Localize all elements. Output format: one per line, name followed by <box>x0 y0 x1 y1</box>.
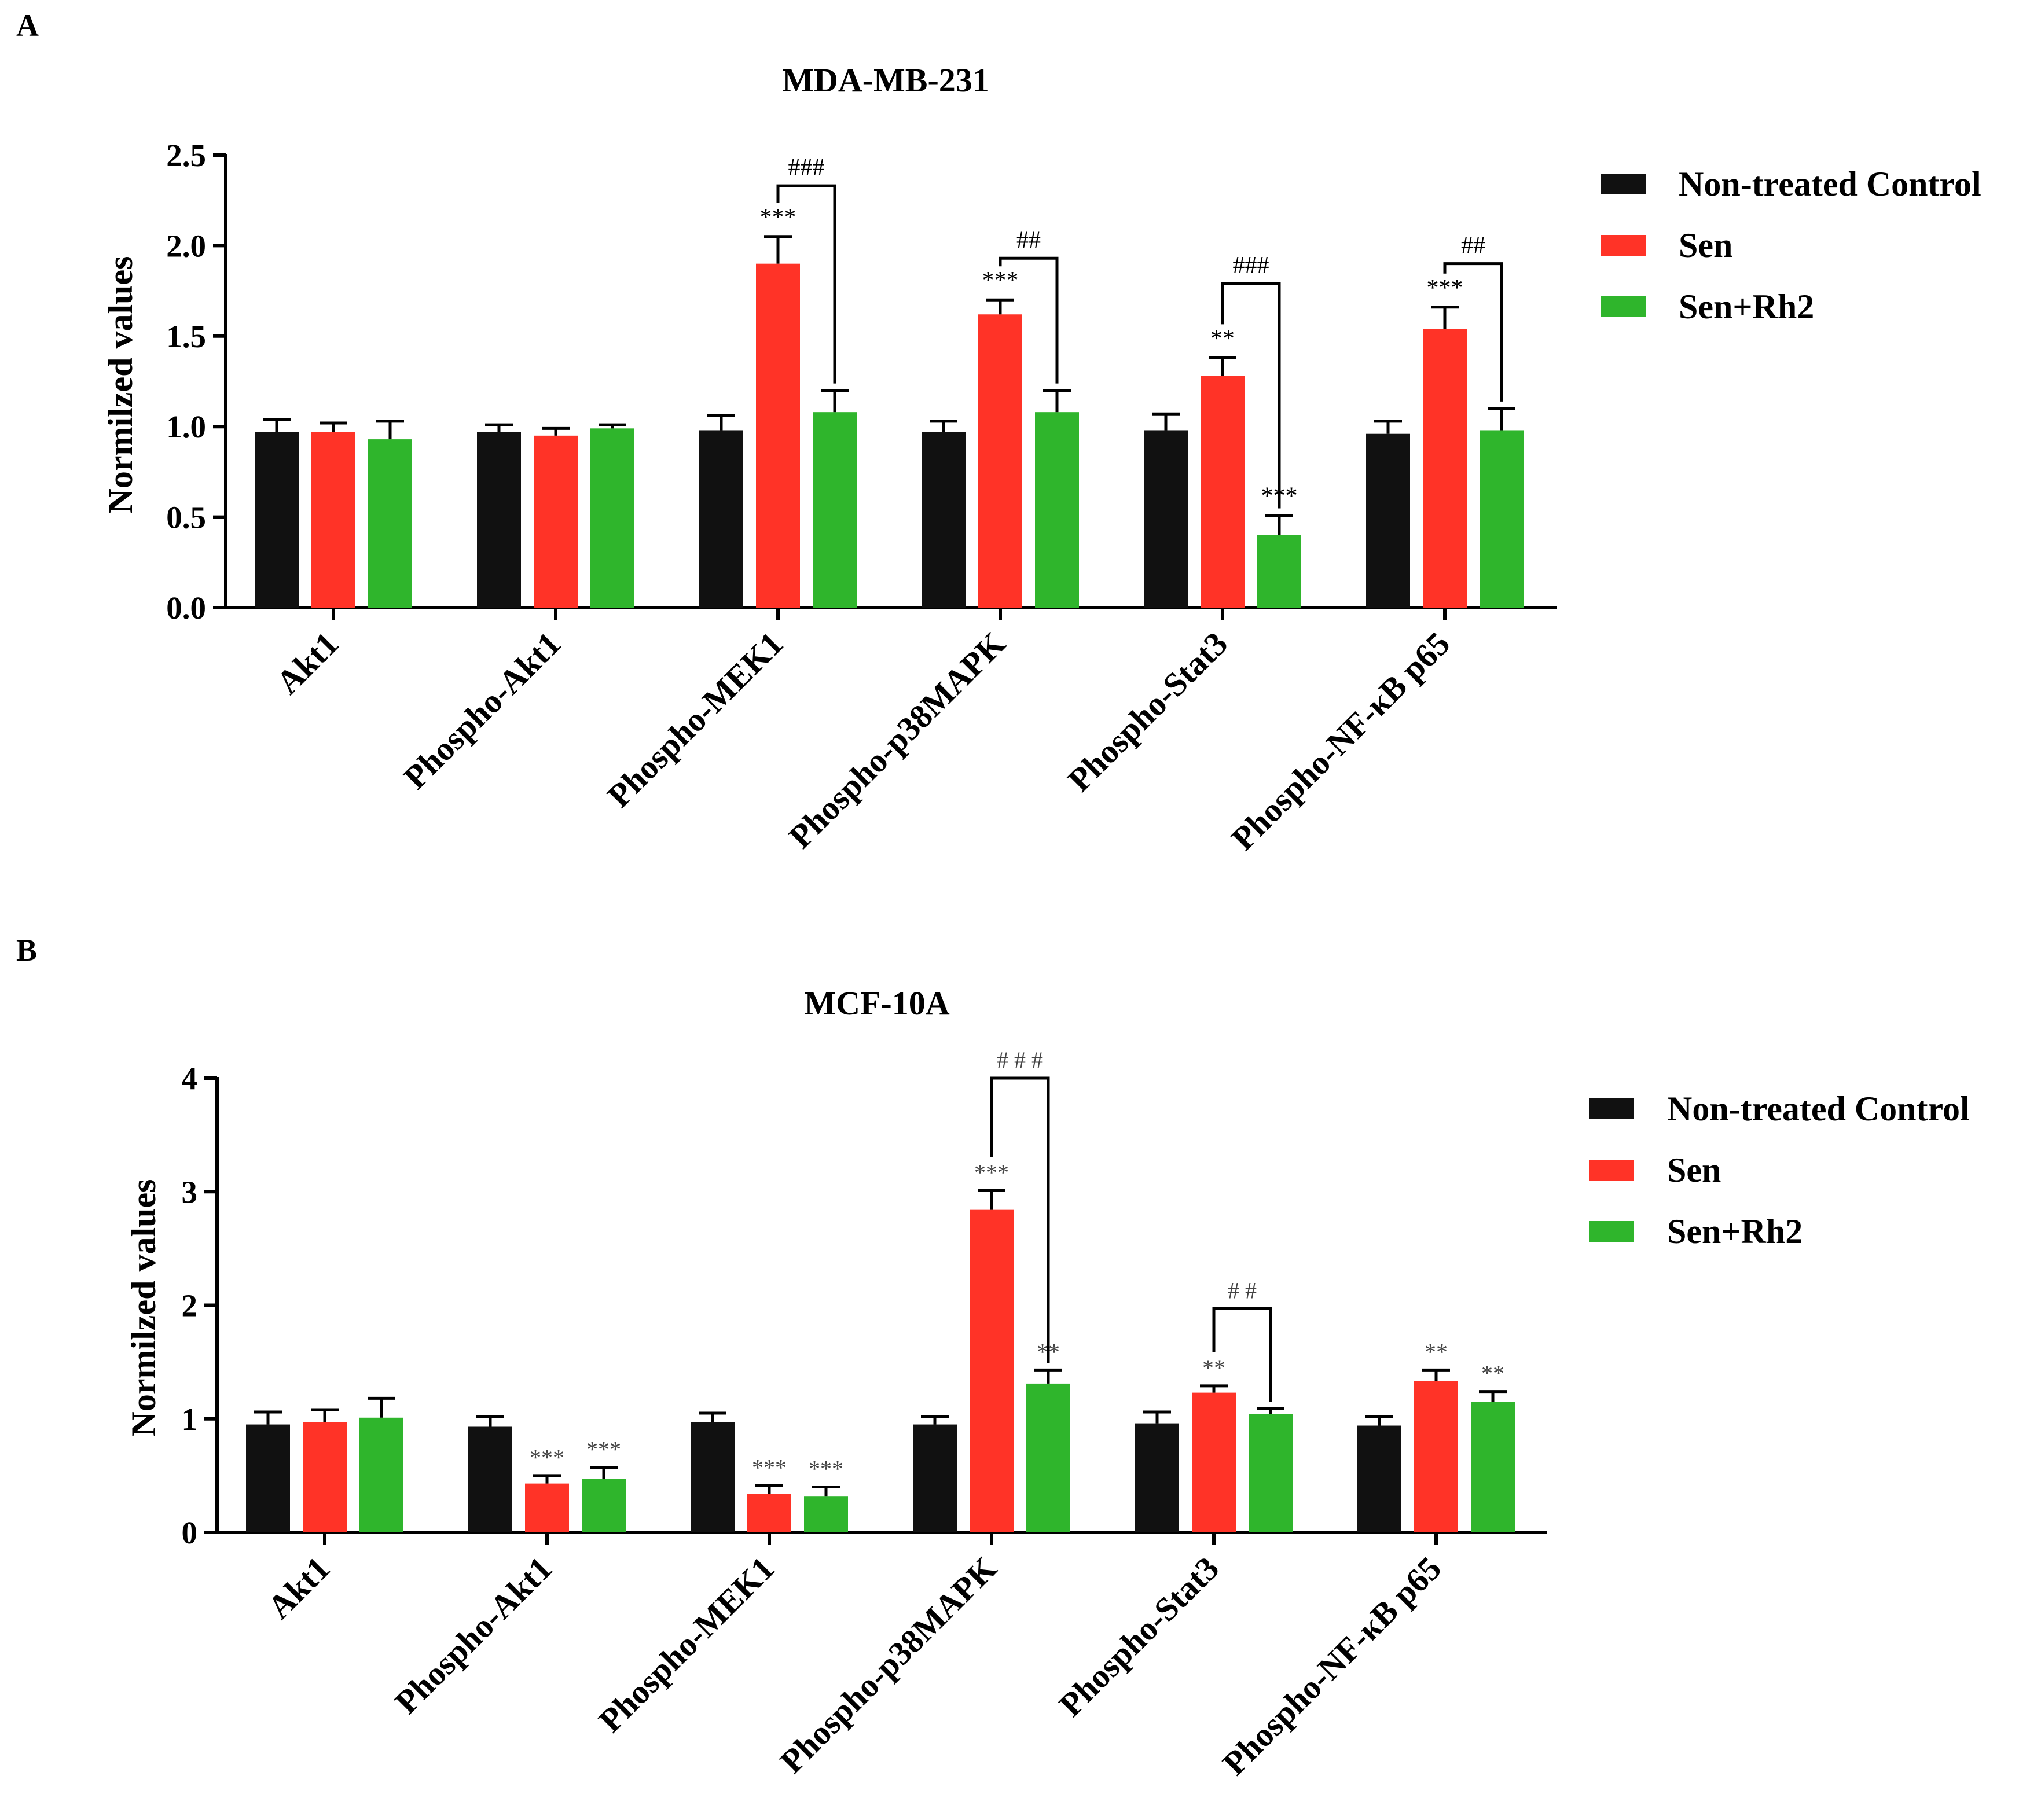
legend-swatch <box>1589 1221 1634 1242</box>
y-tick-label: 1 <box>182 1402 198 1437</box>
y-tick-label: 4 <box>182 1061 198 1096</box>
bar <box>922 432 966 608</box>
significance-marker: ** <box>1481 1361 1504 1387</box>
y-tick-label: 2 <box>182 1288 198 1323</box>
bar <box>1144 430 1188 608</box>
chart-title-a: MDA-MB-231 <box>782 61 989 99</box>
bracket-marker: ## <box>1461 233 1485 259</box>
bar <box>468 1426 512 1532</box>
bar <box>1026 1383 1070 1532</box>
bar <box>970 1209 1014 1532</box>
bar <box>756 263 800 608</box>
bar <box>590 428 634 608</box>
significance-marker: *** <box>530 1444 564 1470</box>
bar <box>1357 1425 1401 1532</box>
legend-b: Non-treated Control Sen Sen+Rh2 <box>1589 1090 1970 1251</box>
y-tick-label: 3 <box>182 1174 198 1209</box>
legend-swatch <box>1601 235 1646 256</box>
y-tick-label: 2.5 <box>166 138 206 173</box>
panel-letter-b: B <box>16 933 37 968</box>
significance-bracket <box>1221 282 1281 509</box>
bar <box>691 1422 735 1532</box>
chart-title-b: MCF-10A <box>804 984 949 1022</box>
significance-bracket <box>776 184 836 384</box>
legend-label: Sen <box>1667 1151 1721 1189</box>
legend-label: Non-treated Control <box>1679 165 1981 203</box>
bar <box>1423 329 1467 608</box>
significance-marker: ** <box>1210 325 1235 352</box>
y-axis-label-b: Normilzed values <box>124 1179 163 1437</box>
bar <box>1366 433 1410 608</box>
bracket-marker: ### <box>788 155 825 181</box>
legend-swatch <box>1601 174 1646 194</box>
bar <box>1480 430 1524 608</box>
legend-label: Sen+Rh2 <box>1667 1212 1803 1251</box>
bar <box>699 430 743 608</box>
significance-marker: *** <box>809 1456 843 1482</box>
bar <box>534 435 578 608</box>
panel-letter-a: A <box>16 8 39 43</box>
y-tick-label: 0.0 <box>166 590 206 626</box>
bar <box>1471 1402 1515 1532</box>
bar <box>582 1479 626 1532</box>
bar <box>804 1496 848 1532</box>
significance-bracket <box>1212 1307 1272 1402</box>
significance-marker: *** <box>586 1436 621 1462</box>
y-tick-label: 0 <box>182 1515 198 1550</box>
legend-label: Non-treated Control <box>1667 1090 1970 1128</box>
significance-marker: *** <box>752 1455 787 1481</box>
bracket-marker: ### <box>1233 252 1269 279</box>
bar <box>913 1424 957 1532</box>
bar <box>1257 535 1301 608</box>
bar <box>747 1494 791 1532</box>
bracket-marker: ## <box>1016 227 1041 253</box>
significance-marker: *** <box>982 267 1019 294</box>
bar <box>303 1422 347 1532</box>
bar <box>311 432 355 608</box>
y-tick-label: 1.0 <box>166 409 206 444</box>
y-tick-label: 0.5 <box>166 500 206 535</box>
legend-swatch <box>1589 1160 1634 1181</box>
bar <box>246 1424 290 1532</box>
significance-marker: *** <box>974 1159 1009 1185</box>
y-tick-label: 2.0 <box>166 228 206 263</box>
bracket-marker: # # # <box>997 1047 1043 1073</box>
legend-swatch <box>1589 1098 1634 1119</box>
significance-bracket <box>990 1076 1050 1363</box>
significance-bracket <box>999 256 1059 384</box>
significance-marker: *** <box>1427 275 1463 302</box>
significance-marker: ** <box>1425 1339 1448 1365</box>
legend-label: Sen+Rh2 <box>1679 288 1814 326</box>
bar <box>1201 376 1245 608</box>
legend-a: Non-treated Control Sen Sen+Rh2 <box>1601 165 1981 326</box>
bar <box>1135 1423 1179 1532</box>
significance-marker: ** <box>1202 1355 1225 1381</box>
bar <box>1035 412 1079 608</box>
bar <box>813 412 857 608</box>
significance-bracket <box>1443 262 1503 402</box>
bar <box>368 439 412 608</box>
bar <box>1414 1381 1458 1532</box>
bar <box>359 1417 403 1532</box>
legend-swatch <box>1601 296 1646 317</box>
bar <box>477 432 521 608</box>
bar <box>255 432 299 608</box>
significance-marker: *** <box>760 204 796 231</box>
y-axis-label-a: Normilzed values <box>101 256 140 514</box>
bar <box>978 314 1022 608</box>
legend-label: Sen <box>1679 226 1732 264</box>
bar <box>525 1483 569 1532</box>
bracket-marker: # # <box>1228 1277 1257 1303</box>
y-tick-label: 1.5 <box>166 319 206 354</box>
bar <box>1249 1414 1293 1532</box>
bar <box>1192 1392 1236 1532</box>
